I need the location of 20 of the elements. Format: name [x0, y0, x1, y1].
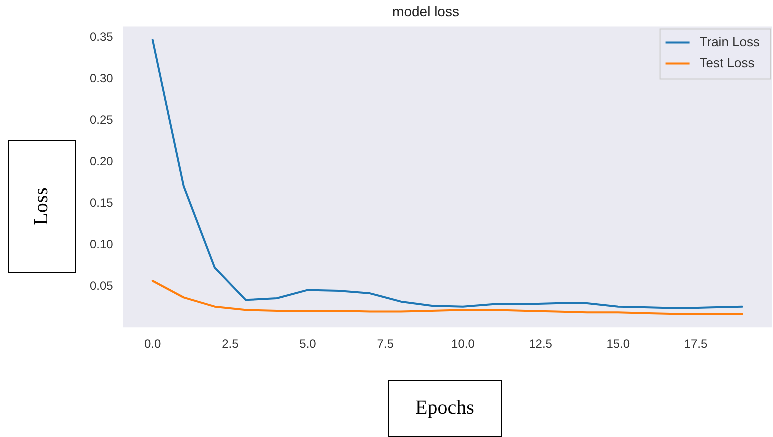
chart-title: model loss [392, 3, 460, 20]
y-tick-label: 0.15 [90, 196, 114, 210]
y-axis-title: Loss [30, 188, 54, 226]
x-tick-label: 17.5 [684, 337, 708, 352]
y-tick-label: 0.05 [90, 279, 114, 294]
x-tick-label: 12.5 [529, 337, 553, 352]
x-tick-label: 2.5 [222, 337, 240, 352]
legend-label: Train Loss [700, 34, 760, 50]
x-tick-label: 7.5 [377, 337, 394, 352]
x-axis-title: Epochs [416, 397, 474, 420]
y-tick-label: 0.20 [90, 154, 114, 169]
legend-label: Test Loss [700, 55, 756, 70]
x-tick-label: 15.0 [606, 337, 630, 352]
y-tick-label: 0.30 [90, 71, 114, 86]
x-tick-label: 0.0 [144, 337, 162, 352]
y-tick-label: 0.35 [90, 30, 114, 44]
y-tick-label: 0.25 [90, 113, 114, 128]
y-tick-label: 0.10 [90, 238, 114, 252]
x-tick-label: 5.0 [300, 337, 317, 352]
x-tick-label: 10.0 [452, 337, 476, 352]
